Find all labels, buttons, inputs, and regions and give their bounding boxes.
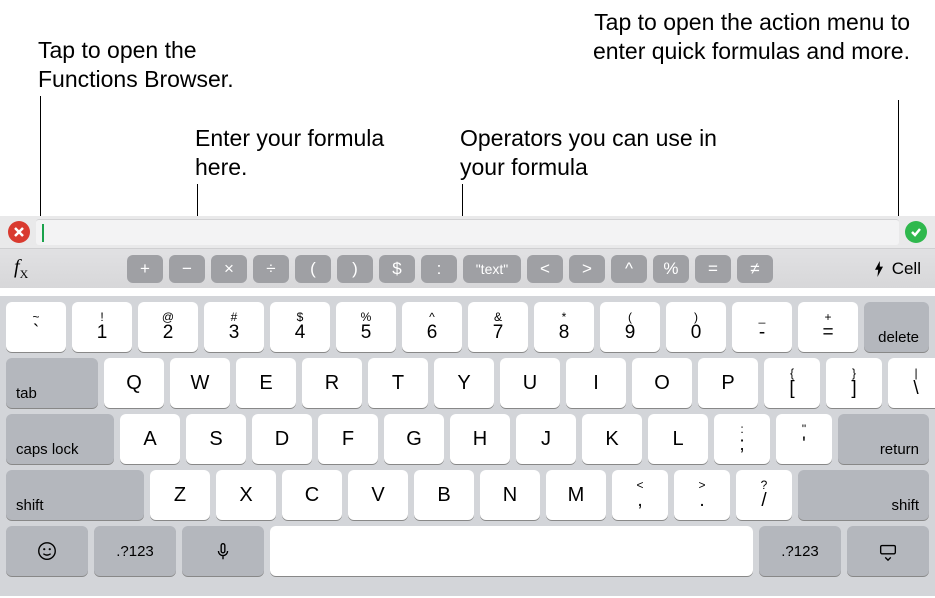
key-d[interactable]: D bbox=[252, 414, 312, 464]
operator--button[interactable]: − bbox=[169, 255, 205, 283]
dictation-key[interactable] bbox=[182, 526, 264, 576]
key-7[interactable]: &7 bbox=[468, 302, 528, 352]
shift-key-left[interactable]: shift bbox=[6, 470, 144, 520]
key--[interactable]: _- bbox=[732, 302, 792, 352]
key-2[interactable]: @2 bbox=[138, 302, 198, 352]
tab-key[interactable]: tab bbox=[6, 358, 98, 408]
key-k[interactable]: K bbox=[582, 414, 642, 464]
key-m[interactable]: M bbox=[546, 470, 606, 520]
key-bracket[interactable]: |\ bbox=[888, 358, 935, 408]
callout-formula: Enter your formula here. bbox=[195, 124, 385, 182]
key-1[interactable]: !1 bbox=[72, 302, 132, 352]
key-bracket[interactable]: {[ bbox=[764, 358, 820, 408]
emoji-icon bbox=[36, 540, 58, 562]
keyboard: ~`!1@2#3$4%5^6&7*8(9)0_-+=delete tabQWER… bbox=[0, 296, 935, 596]
caps-lock-key[interactable]: caps lock bbox=[6, 414, 114, 464]
key-s[interactable]: S bbox=[186, 414, 246, 464]
shift-key-right[interactable]: shift bbox=[798, 470, 929, 520]
operator-text-button[interactable]: "text" bbox=[463, 255, 521, 283]
functions-browser-button[interactable]: fX bbox=[10, 256, 36, 282]
key-c[interactable]: C bbox=[282, 470, 342, 520]
emoji-key[interactable] bbox=[6, 526, 88, 576]
key-f[interactable]: F bbox=[318, 414, 378, 464]
key-punct[interactable]: "' bbox=[776, 414, 832, 464]
operator--button[interactable]: $ bbox=[379, 255, 415, 283]
key-p[interactable]: P bbox=[698, 358, 758, 408]
key-punct[interactable]: :; bbox=[714, 414, 770, 464]
key-l[interactable]: L bbox=[648, 414, 708, 464]
operator--button[interactable]: × bbox=[211, 255, 247, 283]
key-w[interactable]: W bbox=[170, 358, 230, 408]
key-bracket[interactable]: }] bbox=[826, 358, 882, 408]
key-5[interactable]: %5 bbox=[336, 302, 396, 352]
key-h[interactable]: H bbox=[450, 414, 510, 464]
key-q[interactable]: Q bbox=[104, 358, 164, 408]
key-r[interactable]: R bbox=[302, 358, 362, 408]
formula-input-row bbox=[0, 216, 935, 248]
key-x[interactable]: X bbox=[216, 470, 276, 520]
key-=[interactable]: += bbox=[798, 302, 858, 352]
mic-icon bbox=[212, 540, 234, 562]
key-4[interactable]: $4 bbox=[270, 302, 330, 352]
operator--button[interactable]: < bbox=[527, 255, 563, 283]
key-b[interactable]: B bbox=[414, 470, 474, 520]
key-`[interactable]: ~` bbox=[6, 302, 66, 352]
formula-input[interactable] bbox=[36, 219, 899, 245]
text-cursor bbox=[42, 224, 44, 242]
operator--button[interactable]: ) bbox=[337, 255, 373, 283]
operator--button[interactable]: % bbox=[653, 255, 689, 283]
key-u[interactable]: U bbox=[500, 358, 560, 408]
numtoggle-key-left[interactable]: .?123 bbox=[94, 526, 176, 576]
operator--button[interactable]: ≠ bbox=[737, 255, 773, 283]
operator--button[interactable]: = bbox=[695, 255, 731, 283]
operator--button[interactable]: ^ bbox=[611, 255, 647, 283]
callout-operators: Operators you can use in your formula bbox=[460, 124, 720, 182]
key-z[interactable]: Z bbox=[150, 470, 210, 520]
lightning-icon bbox=[872, 261, 886, 277]
key-punct[interactable]: <, bbox=[612, 470, 668, 520]
key-6[interactable]: ^6 bbox=[402, 302, 462, 352]
key-punct[interactable]: ?/ bbox=[736, 470, 792, 520]
key-j[interactable]: J bbox=[516, 414, 576, 464]
key-e[interactable]: E bbox=[236, 358, 296, 408]
operator--button[interactable]: > bbox=[569, 255, 605, 283]
operator--button[interactable]: ÷ bbox=[253, 255, 289, 283]
operator--button[interactable]: : bbox=[421, 255, 457, 283]
dismiss-keyboard-key[interactable] bbox=[847, 526, 929, 576]
key-g[interactable]: G bbox=[384, 414, 444, 464]
key-o[interactable]: O bbox=[632, 358, 692, 408]
spacebar-key[interactable] bbox=[270, 526, 753, 576]
formula-toolbar-area: fX +−×÷()$:"text"<>^%=≠ Cell bbox=[0, 216, 935, 288]
cancel-button[interactable] bbox=[8, 221, 30, 243]
callout-fx: Tap to open the Functions Browser. bbox=[38, 36, 258, 94]
cell-label: Cell bbox=[892, 259, 921, 279]
operator--button[interactable]: + bbox=[127, 255, 163, 283]
delete-key[interactable]: delete bbox=[864, 302, 929, 352]
key-t[interactable]: T bbox=[368, 358, 428, 408]
key-y[interactable]: Y bbox=[434, 358, 494, 408]
key-3[interactable]: #3 bbox=[204, 302, 264, 352]
key-9[interactable]: (9 bbox=[600, 302, 660, 352]
key-8[interactable]: *8 bbox=[534, 302, 594, 352]
keyboard-icon bbox=[877, 540, 899, 562]
key-0[interactable]: )0 bbox=[666, 302, 726, 352]
confirm-button[interactable] bbox=[905, 221, 927, 243]
key-punct[interactable]: >. bbox=[674, 470, 730, 520]
return-key[interactable]: return bbox=[838, 414, 929, 464]
operator--button[interactable]: ( bbox=[295, 255, 331, 283]
callout-action: Tap to open the action menu to enter qui… bbox=[570, 8, 910, 66]
operator-buttons-wrap: +−×÷()$:"text"<>^%=≠ bbox=[42, 255, 857, 283]
key-n[interactable]: N bbox=[480, 470, 540, 520]
key-a[interactable]: A bbox=[120, 414, 180, 464]
key-v[interactable]: V bbox=[348, 470, 408, 520]
action-menu-button[interactable]: Cell bbox=[864, 259, 925, 279]
formula-toolbar: fX +−×÷()$:"text"<>^%=≠ Cell bbox=[0, 248, 935, 288]
key-i[interactable]: I bbox=[566, 358, 626, 408]
numtoggle-key-right[interactable]: .?123 bbox=[759, 526, 841, 576]
